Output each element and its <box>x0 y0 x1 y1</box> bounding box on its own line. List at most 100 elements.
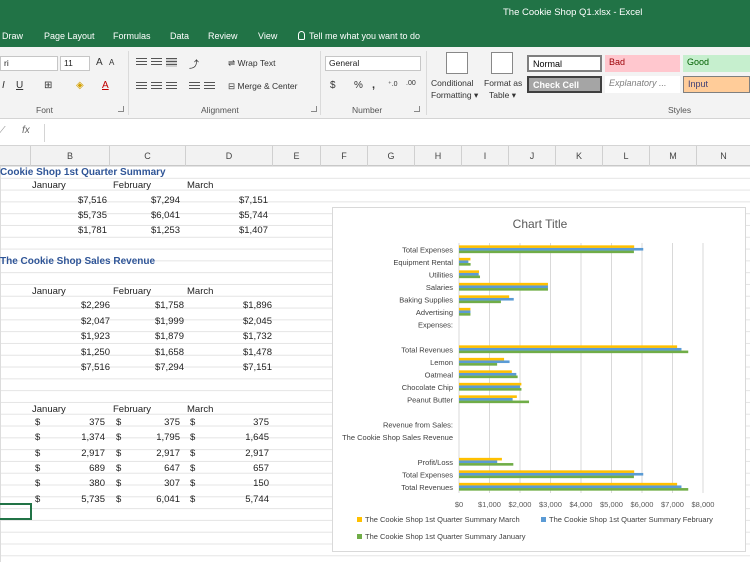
summary-header[interactable]: January <box>32 180 66 191</box>
font-name-box[interactable]: ri <box>0 56 58 71</box>
revenue-header[interactable]: March <box>187 286 214 297</box>
format-as-table-icon[interactable] <box>491 52 513 74</box>
style-bad[interactable]: Bad <box>605 55 680 72</box>
expense-value[interactable]: 2,917 <box>81 447 105 459</box>
revenue-value[interactable]: $1,732 <box>242 331 272 342</box>
currency-symbol[interactable]: $ <box>116 462 122 474</box>
column-header-h[interactable]: H <box>415 146 462 166</box>
currency-symbol[interactable]: $ <box>116 432 122 444</box>
insert-function-icon[interactable]: fx <box>22 125 30 136</box>
conditional-formatting-icon[interactable] <box>446 52 468 74</box>
decrease-font-icon[interactable]: A <box>109 58 115 67</box>
expense-value[interactable]: 6,041 <box>156 493 180 505</box>
column-header-b[interactable]: B <box>31 146 110 166</box>
expense-header[interactable]: February <box>113 404 152 415</box>
conditional-formatting-button[interactable]: Conditional <box>431 78 474 88</box>
merge-center-button[interactable]: ⊟ Merge & Center <box>228 81 297 92</box>
summary-value[interactable]: $1,253 <box>150 225 180 236</box>
tab-view[interactable]: View <box>258 31 278 41</box>
revenue-value[interactable]: $1,658 <box>154 346 184 358</box>
column-header-k[interactable]: K <box>556 146 603 166</box>
percent-button[interactable]: % <box>354 80 363 91</box>
format-as-table-button[interactable]: Format as <box>484 78 522 88</box>
revenue-value[interactable]: $1,999 <box>154 315 184 327</box>
currency-symbol[interactable]: $ <box>116 478 122 490</box>
decrease-decimal-icon[interactable]: .00 <box>406 80 416 87</box>
underline-icon[interactable]: U <box>16 80 24 91</box>
format-as-table-button-line2[interactable]: Table ▾ <box>489 90 516 100</box>
tab-data[interactable]: Data <box>170 31 190 41</box>
decrease-indent-icon[interactable] <box>189 82 200 91</box>
column-header-j[interactable]: J <box>509 146 556 166</box>
revenue-value[interactable]: $2,045 <box>242 315 272 327</box>
summary-value[interactable]: $7,294 <box>150 195 180 206</box>
column-header-l[interactable]: L <box>603 146 650 166</box>
column-header-i[interactable]: I <box>462 146 509 166</box>
currency-symbol[interactable]: $ <box>190 432 196 444</box>
bottom-align-icon[interactable] <box>166 58 177 67</box>
tab-review[interactable]: Review <box>208 31 238 41</box>
tab-draw[interactable]: Draw <box>2 31 24 41</box>
summary-title[interactable]: Cookie Shop 1st Quarter Summary <box>0 167 166 178</box>
currency-symbol[interactable]: $ <box>190 447 196 459</box>
top-align-icon[interactable] <box>136 58 147 67</box>
tab-formulas[interactable]: Formulas <box>113 31 151 41</box>
wrap-text-button[interactable]: ⇌ Wrap Text <box>228 58 275 69</box>
conditional-formatting-button-line2[interactable]: Formatting ▾ <box>431 90 479 100</box>
column-header-a[interactable] <box>0 146 31 166</box>
expense-value[interactable]: 1,795 <box>156 432 180 444</box>
formula-input[interactable] <box>44 124 750 142</box>
italic-icon[interactable]: I <box>2 80 5 91</box>
column-header-n[interactable]: N <box>720 151 727 161</box>
revenue-value[interactable]: $7,151 <box>242 362 272 373</box>
expense-value[interactable]: 375 <box>89 417 105 428</box>
middle-align-icon[interactable] <box>151 58 162 67</box>
summary-value[interactable]: $1,407 <box>238 225 268 236</box>
column-header-f[interactable]: F <box>321 146 368 166</box>
expense-value[interactable]: 657 <box>253 462 269 474</box>
revenue-value[interactable]: $1,758 <box>154 300 184 311</box>
summary-value[interactable]: $6,041 <box>150 210 180 221</box>
increase-decimal-icon[interactable]: ⁺.0 <box>388 81 398 88</box>
summary-value[interactable]: $5,735 <box>77 210 107 221</box>
summary-value[interactable]: $1,781 <box>77 225 107 236</box>
summary-value[interactable]: $7,151 <box>238 195 268 206</box>
currency-symbol[interactable]: $ <box>35 462 41 474</box>
column-header-g[interactable]: G <box>368 146 415 166</box>
embedded-chart[interactable]: Chart Title $0 $1,000 $2,000 $3,000 $4,000 $5,… <box>332 207 746 552</box>
revenue-value[interactable]: $1,478 <box>242 346 272 358</box>
column-header-m[interactable]: M <box>650 146 697 166</box>
style-normal[interactable]: Normal <box>527 55 602 72</box>
currency-symbol[interactable]: $ <box>190 462 196 474</box>
revenue-header[interactable]: January <box>32 286 66 297</box>
column-header-e[interactable]: E <box>273 146 321 166</box>
expense-value[interactable]: 2,917 <box>156 447 180 459</box>
expense-value[interactable]: 1,645 <box>245 432 269 444</box>
align-center-icon[interactable] <box>151 82 162 91</box>
revenue-value[interactable]: $2,296 <box>80 300 110 311</box>
currency-symbol[interactable]: $ <box>190 493 196 505</box>
revenue-value[interactable]: $1,879 <box>154 331 184 342</box>
orientation-icon[interactable]: ⤴ <box>189 60 199 71</box>
alignment-launcher-icon[interactable] <box>311 106 317 112</box>
number-format-box[interactable]: General <box>325 56 421 71</box>
font-launcher-icon[interactable] <box>118 106 124 112</box>
number-launcher-icon[interactable] <box>414 106 420 112</box>
expense-value[interactable]: 1,374 <box>81 432 105 444</box>
summary-header[interactable]: March <box>187 180 214 191</box>
expense-value[interactable]: 150 <box>253 478 269 490</box>
currency-button[interactable]: $ <box>330 80 336 91</box>
expense-value[interactable]: 307 <box>164 478 180 490</box>
font-color-icon[interactable]: A <box>102 80 109 91</box>
currency-symbol[interactable]: $ <box>190 478 196 490</box>
currency-symbol[interactable]: $ <box>116 493 122 505</box>
currency-symbol[interactable]: $ <box>35 432 41 444</box>
expense-header[interactable]: March <box>187 404 214 415</box>
currency-symbol[interactable]: $ <box>35 417 41 428</box>
expense-value[interactable]: 375 <box>253 417 269 428</box>
tab-page-layout[interactable]: Page Layout <box>44 31 95 41</box>
currency-symbol[interactable]: $ <box>116 417 122 428</box>
column-header-d[interactable]: D <box>186 146 273 166</box>
currency-symbol[interactable]: $ <box>35 478 41 490</box>
revenue-value[interactable]: $7,516 <box>80 362 110 373</box>
